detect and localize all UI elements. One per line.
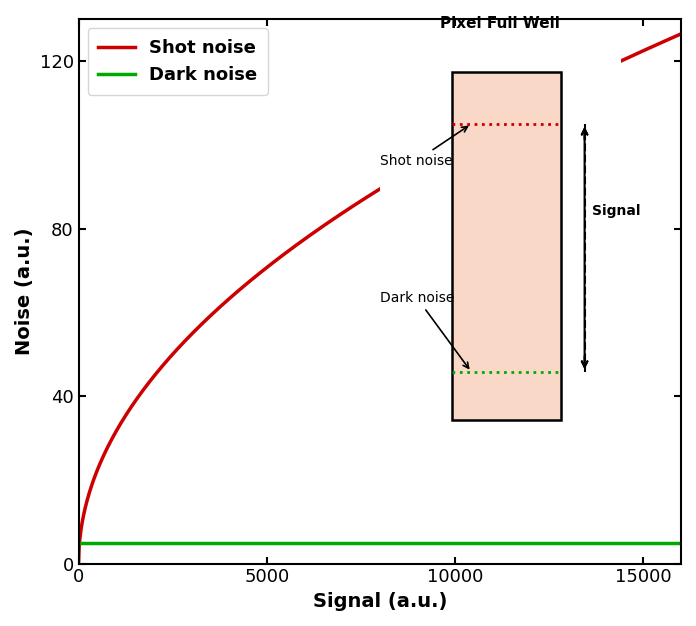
Shot noise	[340, 208, 348, 216]
Dark noise	[544, 539, 553, 546]
Shot noise	[488, 121, 496, 128]
Dark noise	[74, 539, 83, 546]
X-axis label: Signal (a.u.): Signal (a.u.)	[313, 592, 447, 611]
Dark noise	[488, 539, 496, 546]
Dark noise	[555, 539, 563, 546]
Y-axis label: Noise (a.u.): Noise (a.u.)	[15, 228, 34, 355]
Dark noise	[340, 539, 348, 546]
Shot noise	[318, 223, 326, 230]
Dark noise	[318, 539, 326, 546]
Shot noise	[555, 87, 563, 95]
Shot noise	[74, 560, 83, 567]
Shot noise	[136, 391, 144, 398]
Shot noise	[544, 92, 553, 100]
Legend: Shot noise, Dark noise: Shot noise, Dark noise	[88, 28, 268, 95]
Line: Shot noise: Shot noise	[79, 34, 681, 563]
Dark noise	[677, 539, 685, 546]
Dark noise	[136, 539, 144, 546]
Shot noise	[677, 30, 685, 38]
